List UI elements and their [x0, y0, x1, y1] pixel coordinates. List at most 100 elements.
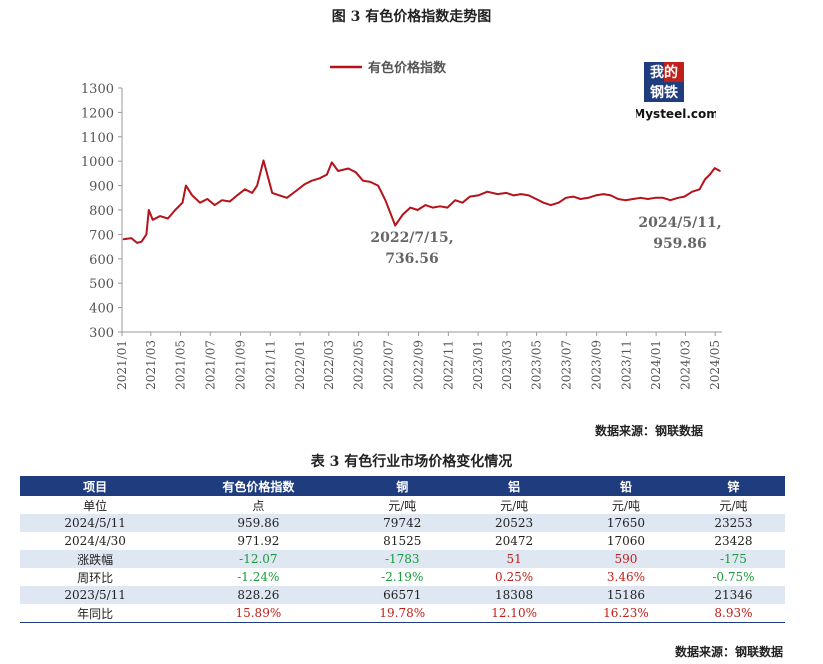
data-point: [528, 194, 530, 197]
table-cell: 8.93%: [681, 604, 785, 623]
y-tick-label: 900: [89, 180, 114, 195]
table-cell: 959.86: [170, 514, 347, 532]
table-cell: 12.10%: [458, 604, 571, 623]
data-point: [262, 159, 265, 162]
chart-axes: [121, 88, 722, 333]
x-tick-label: 2021/01: [115, 340, 129, 390]
data-point: [416, 209, 419, 211]
table-cell: -175: [681, 550, 785, 568]
table-cell: 81525: [383, 534, 422, 548]
table-cell: 51: [458, 550, 571, 568]
data-point: [505, 192, 508, 194]
header-aluminum: 铝: [458, 476, 571, 496]
table-cell: -1783: [346, 550, 459, 568]
chart-series: [122, 159, 721, 244]
table-cell: 15186: [570, 586, 682, 604]
table-row: 2023/5/11 828.26 66571 18308 15186 21346: [20, 586, 785, 604]
data-point: [394, 224, 397, 227]
data-point: [174, 209, 176, 211]
data-point: [191, 194, 193, 197]
svg-text:Mysteel.com: Mysteel.com: [636, 107, 716, 121]
data-point: [159, 215, 161, 217]
table-cell: 590: [570, 550, 682, 568]
x-tick-label: 2024/03: [678, 340, 692, 390]
table-cell: 元/吨: [388, 498, 417, 513]
table-cell: -0.75%: [712, 570, 755, 584]
data-point: [669, 199, 672, 201]
data-point: [624, 199, 627, 201]
data-point: [713, 167, 716, 169]
data-point: [148, 209, 150, 211]
x-tick-label: 2021/09: [234, 340, 248, 390]
figure-title: 图 3 有色价格指数走势图: [331, 9, 492, 25]
data-point: [384, 199, 387, 201]
data-point: [278, 194, 281, 197]
table-row: 涨跌幅 -12.07 -1783 51 590 -175: [20, 550, 785, 568]
y-tick-label: 400: [89, 302, 114, 317]
table-cell: 3.46%: [606, 570, 646, 584]
header-copper: 铜: [346, 476, 459, 496]
data-point: [318, 177, 321, 180]
data-point: [520, 193, 522, 195]
data-point: [271, 192, 274, 194]
data-point: [122, 238, 125, 241]
table-cell: 16.23%: [570, 604, 682, 623]
data-point: [311, 179, 313, 182]
y-tick-label: 500: [89, 277, 114, 292]
y-tick-label: 1300: [81, 82, 114, 97]
svg-text:钢铁: 钢铁: [650, 84, 678, 101]
table-cell: 15.89%: [170, 604, 347, 623]
table-cell: 20523: [458, 514, 571, 532]
data-point: [431, 206, 434, 209]
x-tick-label: 2023/07: [559, 340, 573, 390]
x-tick-label: 2021/03: [144, 340, 158, 390]
data-point: [303, 183, 306, 186]
x-tick-label: 2024/05: [708, 340, 722, 390]
table-cell: 971.92: [237, 534, 280, 548]
x-tick-label: 2021/11: [263, 340, 277, 390]
table-source-note: 数据来源：钢联数据: [674, 645, 783, 659]
data-point: [683, 195, 686, 198]
row-label: 涨跌幅: [20, 550, 171, 568]
annotation-date: 2024/5/11,: [638, 215, 721, 231]
data-point: [251, 192, 253, 194]
data-point: [704, 178, 706, 181]
table-title: 表 3 有色行业市场价格变化情况: [310, 454, 513, 470]
legend-label: 有色价格指数: [368, 60, 447, 76]
data-point: [677, 197, 679, 199]
data-point: [662, 197, 664, 199]
table-cell: 66571: [346, 586, 459, 604]
data-point: [572, 195, 574, 198]
x-tick-label: 2022/09: [412, 340, 426, 390]
row-label: 年同比: [20, 604, 171, 623]
data-point: [221, 199, 223, 201]
data-point: [496, 193, 499, 195]
data-point: [213, 204, 216, 206]
y-tick-label: 800: [89, 204, 114, 219]
table-cell: 0.25%: [495, 570, 534, 584]
y-tick-label: 600: [89, 253, 114, 268]
data-point: [461, 201, 464, 204]
table-cell: 20472: [495, 534, 534, 548]
data-point: [632, 198, 634, 200]
data-point: [130, 237, 133, 239]
data-point: [439, 205, 441, 208]
data-point: [256, 184, 258, 187]
data-point: [698, 188, 701, 191]
data-point: [331, 161, 333, 164]
mysteel-logo: 我的 钢铁 Mysteel.com: [633, 62, 719, 122]
svg-text:我的: 我的: [650, 64, 678, 81]
y-tick-label: 300: [89, 326, 114, 341]
chart-annotations: 2022/7/15, 736.56 2024/5/11, 959.86: [370, 215, 721, 267]
data-point: [347, 167, 350, 170]
data-point: [401, 214, 404, 216]
data-point: [244, 188, 246, 191]
table-cell: 19.78%: [346, 604, 459, 623]
data-point: [579, 198, 582, 200]
table-cell: 元/吨: [719, 498, 748, 513]
x-tick-label: 2022/11: [441, 340, 455, 390]
x-tick-label: 2022/03: [322, 340, 336, 390]
data-point: [295, 189, 298, 192]
price-change-table: 项目 有色价格指数 铜 铝 铅 锌 单位点元/吨 元/吨 元/吨 元/吨 2024/5/…: [20, 476, 785, 623]
row-label: 2024/5/11: [20, 514, 171, 532]
